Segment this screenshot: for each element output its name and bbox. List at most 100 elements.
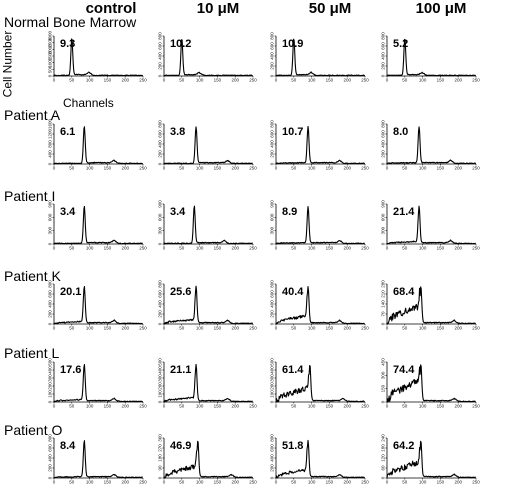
- y-tick-label: 200: [48, 382, 53, 390]
- y-tick-label: 300: [158, 226, 163, 234]
- histogram-line: [275, 439, 365, 479]
- x-tick-label: 0: [275, 404, 278, 409]
- x-tick-label: 50: [402, 166, 408, 171]
- percent-label: 74.4: [393, 364, 415, 376]
- y-tick-label: 500: [48, 65, 53, 73]
- percent-label: 25.6: [170, 286, 191, 298]
- y-tick-label: 800: [270, 32, 275, 40]
- panel-r0-c1: 0 50 100 150 200 250 0 200 400 600 800 10.2: [158, 32, 258, 83]
- y-tick-label: 0: [381, 162, 386, 165]
- y-tick-label: 800: [270, 120, 275, 128]
- x-tick-label: 0: [163, 246, 166, 251]
- histogram-line: [163, 363, 253, 403]
- histogram-line: [53, 286, 143, 325]
- y-tick-label: 600: [48, 444, 53, 452]
- y-tick-label: 200: [48, 310, 53, 318]
- y-tick-label: 900: [381, 200, 386, 208]
- percent-label: 40.4: [282, 286, 304, 298]
- x-tick-label: 200: [121, 480, 129, 485]
- x-tick-label: 0: [386, 166, 389, 171]
- x-tick-label: 0: [53, 246, 56, 251]
- y-tick-label: 0: [381, 242, 386, 245]
- x-tick-label: 0: [53, 326, 56, 331]
- y-tick-label: 800: [158, 280, 163, 288]
- histogram-line: [275, 206, 365, 245]
- x-tick-label: 50: [179, 404, 185, 409]
- y-tick-label: 1200: [48, 128, 53, 139]
- x-tick-label: 50: [179, 246, 185, 251]
- x-tick-label: 50: [69, 326, 75, 331]
- x-tick-label: 150: [104, 480, 112, 485]
- y-tick-label: 400: [270, 366, 275, 374]
- y-tick-label: 360: [158, 434, 163, 442]
- y-tick-label: 400: [270, 454, 275, 462]
- histogram-line: [386, 38, 476, 77]
- x-tick-label: 250: [249, 404, 257, 409]
- x-tick-label: 200: [121, 404, 129, 409]
- x-tick-label: 150: [104, 404, 112, 409]
- histogram-line: [386, 286, 476, 325]
- y-tick-label: 200: [270, 382, 275, 390]
- percent-label: 20.1: [60, 286, 81, 298]
- x-tick-label: 250: [139, 326, 147, 331]
- panel-r2-c0: 0 50 100 150 200 250 0 300 600 900 3.4: [48, 200, 148, 251]
- y-tick-label: 1000: [48, 57, 53, 68]
- y-tick-label: 0: [270, 74, 275, 77]
- x-tick-label: 150: [326, 166, 334, 171]
- x-tick-label: 150: [326, 78, 334, 83]
- x-tick-label: 100: [196, 326, 204, 331]
- y-tick-label: 400: [381, 140, 386, 148]
- x-tick-label: 50: [69, 166, 75, 171]
- x-tick-label: 250: [249, 246, 257, 251]
- y-tick-label: 200: [158, 310, 163, 318]
- x-tick-label: 200: [454, 404, 462, 409]
- y-tick-label: 0: [48, 242, 53, 245]
- x-tick-label: 250: [361, 166, 369, 171]
- x-tick-label: 0: [386, 246, 389, 251]
- row-label-patient-i: Patient I: [4, 188, 56, 204]
- y-tick-label: 900: [270, 200, 275, 208]
- x-tick-label: 250: [361, 404, 369, 409]
- x-tick-label: 100: [86, 404, 94, 409]
- y-tick-label: 600: [48, 290, 53, 298]
- y-tick-label: 500: [48, 358, 53, 366]
- column-header-10uM: 10 μM: [196, 0, 240, 17]
- y-tick-label: 0: [48, 162, 53, 165]
- y-tick-label: 150: [381, 384, 386, 392]
- y-tick-label: 0: [158, 242, 163, 245]
- percent-label: 46.9: [170, 440, 191, 452]
- x-tick-label: 250: [249, 480, 257, 485]
- y-tick-label: 800: [48, 280, 53, 288]
- panel-r5-c2: 0 50 100 150 200 250 0 200 400 600 800 51.8: [270, 434, 370, 485]
- panel-r1-c3: 0 50 100 150 200 250 0 200 400 600 800 8.0: [381, 120, 481, 171]
- histogram-line: [386, 126, 477, 165]
- y-tick-label: 400: [48, 454, 53, 462]
- x-tick-label: 50: [291, 78, 297, 83]
- column-header-50uM: 50 μM: [308, 0, 352, 17]
- x-tick-label: 100: [86, 480, 94, 485]
- x-tick-label: 200: [231, 404, 239, 409]
- x-tick-label: 200: [231, 78, 239, 83]
- percent-label: 3.4: [170, 206, 186, 218]
- y-tick-label: 800: [48, 140, 53, 148]
- y-tick-label: 500: [158, 358, 163, 366]
- x-tick-label: 150: [326, 480, 334, 485]
- y-axis-label: Cell Number: [0, 30, 15, 98]
- histogram-line: [163, 39, 253, 77]
- x-tick-label: 200: [454, 326, 462, 331]
- panel-r4-c3: 0 50 100 150 200 250 0 150 300 450 74.4: [381, 358, 481, 409]
- y-tick-label: 200: [270, 464, 275, 472]
- x-tick-label: 150: [326, 326, 334, 331]
- histogram-line: [53, 38, 143, 77]
- x-tick-label: 150: [437, 404, 445, 409]
- histogram-line: [386, 364, 476, 403]
- y-tick-label: 800: [270, 434, 275, 442]
- x-tick-label: 100: [86, 326, 94, 331]
- x-tick-label: 250: [139, 480, 147, 485]
- y-tick-label: 800: [381, 120, 386, 128]
- histogram-line: [163, 205, 253, 245]
- y-tick-label: 0: [158, 74, 163, 77]
- y-tick-label: 200: [381, 62, 386, 70]
- histogram-line: [275, 364, 365, 403]
